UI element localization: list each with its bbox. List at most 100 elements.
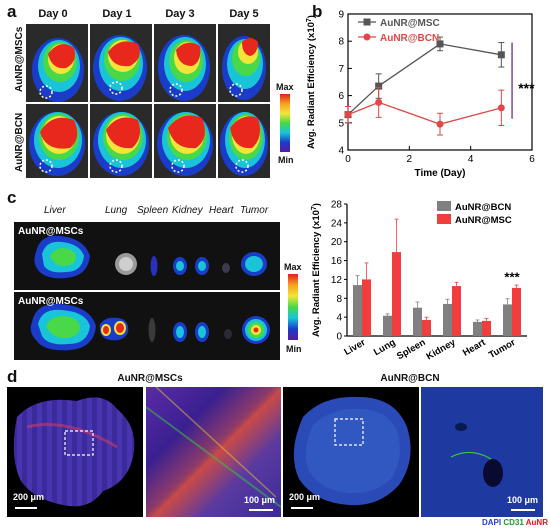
legend-marker	[363, 33, 371, 41]
bar	[503, 304, 512, 336]
day-label-3: Day 3	[165, 8, 195, 20]
day-label-5: Day 5	[229, 8, 259, 20]
fluorescence-tile	[154, 104, 216, 178]
y-tick-label: 12	[331, 275, 343, 286]
x-axis-label: Time (Day)	[415, 168, 466, 179]
x-tick-label: 2	[407, 154, 413, 165]
legend-label: AuNR@BCN	[455, 202, 511, 213]
x-tick-label: 0	[345, 154, 351, 165]
organ-label-lung: Lung	[105, 205, 128, 216]
scale-bar-label: 200 μm	[13, 492, 45, 502]
micrograph-mscs-zoom: 100 μm	[146, 387, 281, 517]
x-tick-label: Kidney	[425, 337, 459, 363]
panel-letter-c: c	[7, 188, 17, 207]
legend-marker	[363, 18, 371, 26]
y-tick-label: 6	[338, 91, 344, 102]
micro-title-bcn: AuNR@BCN	[380, 373, 440, 384]
series-line	[347, 43, 502, 116]
data-point	[436, 40, 444, 48]
micrograph-bcn-overview: 200 μm	[283, 387, 419, 517]
legend-label: AuNR@MSC	[380, 18, 440, 29]
bar	[413, 307, 422, 336]
x-tick-label: Lung	[372, 337, 398, 358]
stain-dapi-label: DAPI	[482, 518, 502, 527]
colorbar-min-label: Min	[286, 344, 302, 354]
x-tick-label: 6	[529, 154, 535, 165]
fluorescence-tile	[154, 24, 216, 102]
y-tick-label: 8	[338, 37, 344, 48]
fluorescence-tile	[218, 24, 270, 102]
panel-letter-b: b	[312, 2, 323, 21]
data-point	[344, 111, 352, 119]
bar	[482, 320, 491, 336]
micro-title-mscs: AuNR@MSCs	[117, 373, 183, 384]
stain-aunr-label: AuNR	[525, 518, 548, 527]
organ-label-kidney: Kidney	[172, 205, 203, 216]
bar	[452, 286, 461, 336]
y-tick-label: 4	[336, 313, 342, 324]
organ-label-tumor: Tumor	[240, 205, 269, 216]
organ-label-spleen: Spleen	[137, 205, 169, 216]
x-tick-label: Heart	[461, 337, 488, 359]
y-tick-label: 24	[331, 218, 343, 229]
bar	[383, 315, 392, 336]
legend-swatch	[437, 201, 451, 211]
micrograph-mscs-overview: 200 μm	[7, 387, 143, 517]
y-tick-label: 16	[331, 256, 343, 267]
legend-swatch	[437, 214, 451, 224]
day-label-1: Day 1	[102, 8, 132, 20]
y-axis-label: Avg. Radiant Efficiency (x107)	[311, 203, 323, 337]
y-tick-label: 28	[331, 200, 343, 211]
line-chart: 4 5 6 7 8 9 0 2 4 6 Time (Day) Avg. Radiant Efficie…	[306, 10, 536, 180]
organ-label-heart: Heart	[209, 205, 234, 216]
x-tick-label: Tumor	[487, 337, 518, 361]
x-tick-label: 4	[468, 154, 474, 165]
strip-label-top: AuNR@MSCs	[18, 226, 84, 237]
scale-bar-label: 200 μm	[289, 492, 321, 502]
stain-legend: DAPI CD31 AuNR	[482, 518, 548, 527]
significance-label: ***	[518, 80, 535, 96]
series-line	[347, 101, 502, 125]
y-tick-label: 9	[338, 10, 344, 21]
y-tick-label: 20	[331, 237, 343, 248]
organ-strip-top	[14, 222, 280, 290]
fluorescence-tile	[218, 104, 270, 178]
bar	[353, 285, 362, 336]
colorbar-max-label: Max	[276, 82, 294, 92]
colorbar-max-label: Max	[284, 262, 302, 272]
colorbar-min-label: Min	[278, 155, 294, 165]
y-tick-label: 7	[338, 64, 344, 75]
organ-label-liver: Liver	[44, 205, 66, 216]
scale-bar-label: 100 μm	[507, 495, 539, 505]
fluorescence-tile	[90, 24, 152, 102]
scale-bar-label: 100 μm	[244, 495, 276, 505]
x-tick-label: Liver	[342, 337, 367, 358]
colorbar	[280, 94, 290, 152]
legend-label: AuNR@BCN	[380, 33, 439, 44]
stain-cd31-label: CD31	[503, 518, 524, 527]
colorbar	[288, 274, 298, 340]
organ-strip-bottom	[14, 292, 280, 360]
data-point	[375, 98, 383, 106]
fluorescence-tile	[26, 104, 88, 178]
bar	[473, 321, 482, 336]
fluorescence-tile	[90, 104, 152, 178]
y-tick-label: 8	[336, 294, 342, 305]
plot-frame	[347, 13, 533, 151]
row-label-mscs: AuNR@MSCs	[14, 26, 25, 92]
legend-label: AuNR@MSC	[455, 215, 512, 226]
x-tick-label: Spleen	[395, 337, 428, 362]
row-label-bcn: AuNR@BCN	[14, 112, 25, 172]
bar	[512, 287, 521, 336]
data-point	[497, 104, 505, 112]
panel-letter-a: a	[7, 2, 17, 21]
strip-label-bottom: AuNR@MSCs	[18, 296, 84, 307]
panel-letter-d: d	[7, 367, 18, 386]
significance-label: ***	[504, 269, 520, 284]
bar	[443, 303, 452, 336]
y-tick-label: 0	[336, 332, 342, 343]
day-label-0: Day 0	[38, 8, 68, 20]
bar-chart: 0 4 8 12 16 20 24 28 Avg. Radiant Efficiency (x1…	[311, 200, 527, 363]
y-axis-label: Avg. Radiant Efficiency (x107)	[306, 15, 318, 149]
bar	[362, 279, 371, 336]
